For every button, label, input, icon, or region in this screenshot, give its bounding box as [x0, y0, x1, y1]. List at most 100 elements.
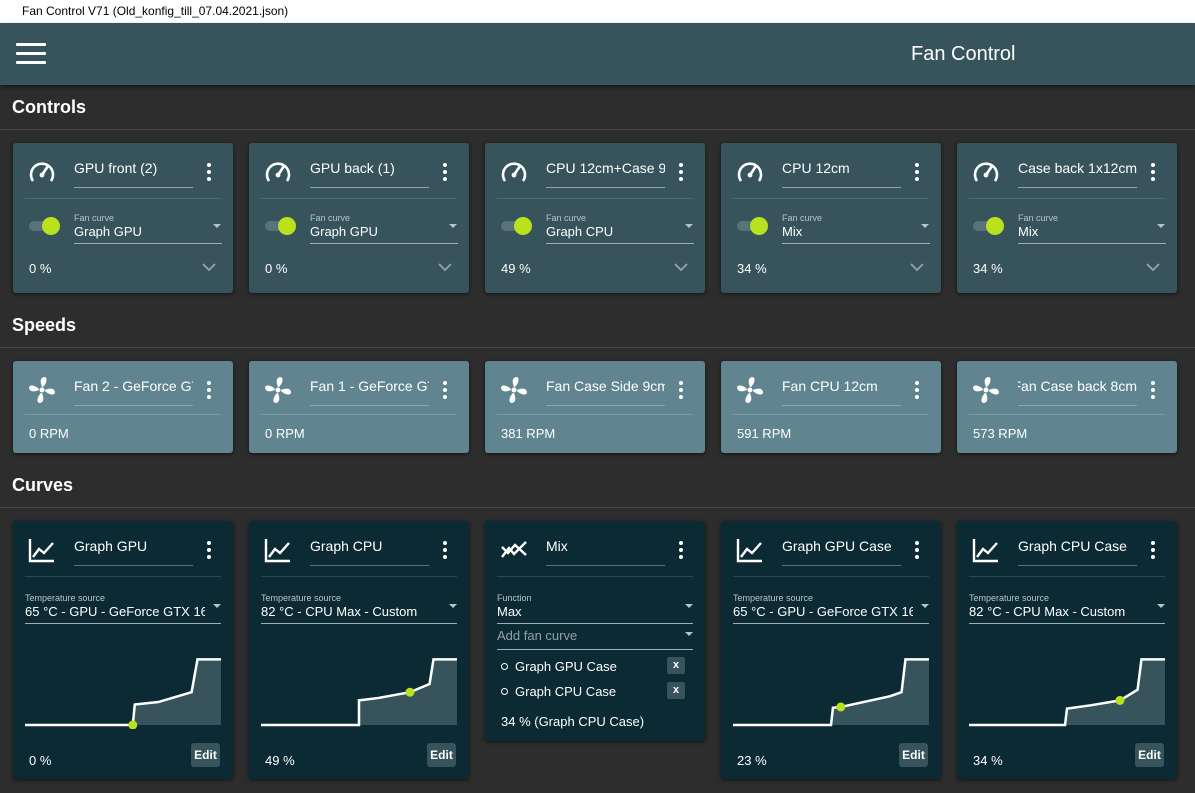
- remove-button[interactable]: x: [667, 657, 685, 674]
- edit-button[interactable]: Edit: [899, 743, 928, 767]
- function-label: Function: [497, 593, 532, 603]
- enable-toggle[interactable]: [971, 216, 1005, 236]
- speedometer-icon: [737, 162, 763, 182]
- dropdown-arrow-icon: [685, 224, 693, 228]
- curve-graph[interactable]: [969, 639, 1165, 729]
- mix-name[interactable]: Mix: [546, 538, 665, 566]
- enable-toggle[interactable]: [735, 216, 769, 236]
- chevron-down-icon[interactable]: [437, 261, 453, 273]
- fan-curve-select[interactable]: Fan curve Mix: [782, 213, 930, 245]
- control-name[interactable]: CPU 12cm: [782, 160, 901, 188]
- mix-item-label: Graph GPU Case: [515, 659, 617, 674]
- add-fan-curve-select[interactable]: Add fan curve: [497, 628, 693, 652]
- fan-curve-label: Fan curve: [782, 213, 823, 223]
- more-vert-icon[interactable]: [203, 381, 215, 401]
- chevron-down-icon[interactable]: [201, 261, 217, 273]
- more-vert-icon[interactable]: [203, 541, 215, 561]
- mix-card: Mix Function Max Add fan curve Graph GPU…: [485, 521, 705, 741]
- fan-curve-select[interactable]: Fan curve Graph GPU: [310, 213, 458, 245]
- fan-rpm: 0 RPM: [265, 426, 305, 441]
- curve-name[interactable]: Graph CPU: [310, 538, 429, 566]
- enable-toggle[interactable]: [27, 216, 61, 236]
- more-vert-icon[interactable]: [439, 381, 451, 401]
- edit-button[interactable]: Edit: [191, 743, 220, 767]
- dropdown-arrow-icon: [213, 604, 221, 608]
- dropdown-arrow-icon: [685, 604, 693, 608]
- curve-line: [969, 658, 1165, 727]
- curve-graph[interactable]: [25, 639, 221, 729]
- speedometer-icon: [29, 162, 55, 182]
- fan-curve-select[interactable]: Fan curve Mix: [1018, 213, 1166, 245]
- bullet-icon: [501, 688, 508, 696]
- fan-curve-select[interactable]: Fan curve Graph CPU: [546, 213, 694, 245]
- fan-curve-value: Mix: [782, 224, 803, 239]
- curve-area: [969, 659, 1165, 725]
- temperature-source-label: Temperature source: [733, 593, 814, 603]
- function-select[interactable]: Function Max: [497, 593, 693, 625]
- fan-curve-value: Mix: [1018, 224, 1039, 239]
- temperature-source-select[interactable]: Temperature source 82 °C - CPU Max - Cus…: [261, 593, 457, 625]
- operating-point: [405, 687, 415, 697]
- temperature-source-select[interactable]: Temperature source 65 °C - GPU - GeForce…: [25, 593, 221, 625]
- more-vert-icon[interactable]: [439, 541, 451, 561]
- curve-name[interactable]: Graph GPU: [74, 538, 193, 566]
- card-divider: [733, 414, 929, 415]
- chevron-down-icon[interactable]: [1145, 261, 1161, 273]
- control-name[interactable]: CPU 12cm+Case 9cm: [546, 160, 665, 188]
- curve-name[interactable]: Graph GPU Case: [782, 538, 901, 566]
- more-vert-icon[interactable]: [675, 163, 687, 183]
- operating-point: [128, 720, 138, 729]
- more-vert-icon[interactable]: [1147, 381, 1159, 401]
- curve-graph[interactable]: [261, 639, 457, 729]
- card-divider: [969, 198, 1165, 199]
- card-divider: [969, 414, 1165, 415]
- more-vert-icon[interactable]: [911, 541, 923, 561]
- more-vert-icon[interactable]: [1147, 163, 1159, 183]
- fan-curve-select[interactable]: Fan curve Graph GPU: [74, 213, 222, 245]
- enable-toggle[interactable]: [263, 216, 297, 236]
- curve-name[interactable]: Graph CPU Case: [1018, 538, 1137, 566]
- graph-icon: [972, 539, 998, 563]
- temperature-source-select[interactable]: Temperature source 65 °C - GPU - GeForce…: [733, 593, 929, 625]
- fan-rpm: 591 RPM: [737, 426, 792, 441]
- add-fan-curve-placeholder: Add fan curve: [497, 628, 578, 643]
- more-vert-icon[interactable]: [911, 381, 923, 401]
- fan-sensor-name[interactable]: Fan 2 - GeForce GTX 1660: [74, 378, 193, 406]
- fan-icon: [973, 377, 999, 403]
- fan-curve-value: Graph CPU: [546, 224, 614, 239]
- fan-sensor-name[interactable]: Fan Case back 8cm: [1018, 378, 1137, 406]
- fan-sensor-name[interactable]: Fan 1 - GeForce GTX 1660: [310, 378, 429, 406]
- more-vert-icon[interactable]: [675, 381, 687, 401]
- more-vert-icon[interactable]: [1147, 541, 1159, 561]
- control-name[interactable]: GPU back (1): [310, 160, 429, 188]
- curve-card: Graph CPU Temperature source 82 °C - CPU…: [249, 521, 469, 779]
- more-vert-icon[interactable]: [911, 163, 923, 183]
- section-divider: [0, 507, 1195, 508]
- control-name[interactable]: Case back 1x12cm: [1018, 160, 1137, 188]
- control-name[interactable]: GPU front (2): [74, 160, 193, 188]
- temperature-source-label: Temperature source: [25, 593, 106, 603]
- hamburger-menu-icon[interactable]: [16, 41, 46, 67]
- dropdown-arrow-icon: [213, 224, 221, 228]
- remove-button[interactable]: x: [667, 682, 685, 699]
- more-vert-icon[interactable]: [203, 163, 215, 183]
- more-vert-icon[interactable]: [675, 541, 687, 561]
- fan-curve-label: Fan curve: [546, 213, 587, 223]
- section-divider: [0, 347, 1195, 348]
- chevron-down-icon[interactable]: [673, 261, 689, 273]
- enable-toggle[interactable]: [499, 216, 533, 236]
- curve-line: [261, 658, 457, 727]
- chevron-down-icon[interactable]: [909, 261, 925, 273]
- edit-button[interactable]: Edit: [427, 743, 456, 767]
- fan-sensor-name[interactable]: Fan Case Side 9cm: [546, 378, 665, 406]
- speed-card: Fan Case Side 9cm 381 RPM: [485, 361, 705, 453]
- curve-graph[interactable]: [733, 639, 929, 729]
- fan-icon: [737, 377, 763, 403]
- fan-sensor-name[interactable]: Fan CPU 12cm: [782, 378, 901, 406]
- curve-value: 49 %: [265, 753, 295, 768]
- temperature-source-select[interactable]: Temperature source 82 °C - CPU Max - Cus…: [969, 593, 1165, 625]
- more-vert-icon[interactable]: [439, 163, 451, 183]
- edit-button[interactable]: Edit: [1135, 743, 1164, 767]
- card-divider: [261, 198, 457, 199]
- curve-area: [733, 659, 929, 725]
